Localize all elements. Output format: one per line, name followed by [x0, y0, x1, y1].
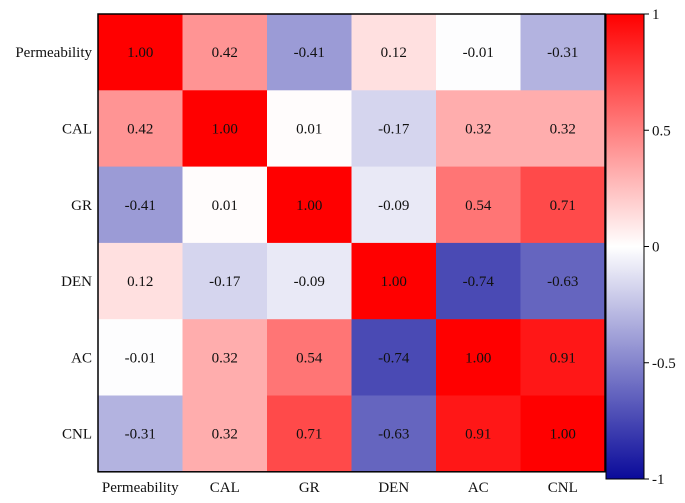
cell-value-label: 0.12 [127, 274, 153, 290]
row-tick-label: DEN [61, 274, 92, 290]
heatmap-cell [182, 242, 268, 320]
cell-value-label: 0.91 [465, 427, 491, 443]
heatmap-cell [267, 395, 352, 473]
row-tick-label: CNL [62, 427, 92, 443]
cell-value-label: 0.91 [550, 350, 576, 366]
heatmap-cell [520, 242, 606, 320]
heatmap-cells [98, 14, 606, 473]
cell-value-label: 0.32 [212, 350, 238, 366]
cell-value-label: -0.74 [378, 350, 410, 366]
cell-value-label: 0.71 [296, 427, 322, 443]
cell-value-label: 0.42 [212, 45, 238, 61]
cell-value-label: -0.01 [125, 350, 156, 366]
heatmap-cell [267, 14, 352, 91]
colorbar-ticks: 1 0.5 0 -0.5 -1 [644, 7, 676, 488]
heatmap-cell [182, 14, 268, 91]
heatmap-cell [520, 166, 606, 244]
heatmap-cell [267, 90, 352, 167]
cell-value-label: -0.31 [125, 427, 156, 443]
heatmap-value-labels: 1.00 0.42 -0.41 0.12 -0.01 -0.31 0.42 1.00 0.01 -… [125, 45, 579, 443]
cell-value-label: -0.01 [463, 45, 494, 61]
cell-value-label: 0.32 [212, 427, 238, 443]
cell-value-label: 0.12 [381, 45, 407, 61]
heatmap-cell [351, 319, 437, 396]
cell-value-label: -0.17 [378, 121, 410, 137]
cell-value-label: -0.41 [125, 198, 156, 214]
heatmap-cell [436, 90, 521, 167]
colorbar-tick-label: 1 [652, 7, 660, 23]
colorbar-tick-label: -0.5 [652, 356, 676, 372]
heatmap-cell [98, 395, 183, 473]
row-tick-labels: Permeability CAL GR DEN AC CNL [15, 45, 92, 443]
column-tick-label: GR [299, 480, 320, 496]
heatmap-cell [351, 166, 437, 244]
cell-value-label: 0.01 [212, 198, 238, 214]
column-tick-label: CNL [548, 480, 578, 496]
heatmap-cell [98, 242, 183, 320]
row-tick-label: CAL [62, 121, 92, 137]
cell-value-label: 1.00 [127, 45, 153, 61]
heatmap-cell [182, 90, 268, 167]
cell-value-label: 1.00 [381, 274, 407, 290]
heatmap-cell [436, 395, 521, 473]
heatmap-cell [182, 166, 268, 244]
column-tick-label: CAL [210, 480, 240, 496]
cell-value-label: 1.00 [550, 427, 576, 443]
cell-value-label: -0.17 [209, 274, 241, 290]
heatmap-cell [351, 90, 437, 167]
heatmap-cell [267, 166, 352, 244]
cell-value-label: 0.71 [550, 198, 576, 214]
heatmap-cell [98, 166, 183, 244]
heatmap-cell [520, 90, 606, 167]
cell-value-label: -0.63 [378, 427, 409, 443]
colorbar [605, 13, 645, 480]
cell-value-label: 1.00 [212, 121, 238, 137]
cell-value-label: 0.42 [127, 121, 153, 137]
heatmap-cell [182, 395, 268, 473]
cell-value-label: -0.09 [378, 198, 409, 214]
cell-value-label: 0.32 [465, 121, 491, 137]
heatmap-cell [520, 395, 606, 473]
column-tick-label: AC [468, 480, 489, 496]
colorbar-tick-label: 0.5 [652, 123, 671, 139]
heatmap-cell [436, 319, 521, 396]
cell-value-label: -0.41 [294, 45, 325, 61]
heatmap-cell [267, 319, 352, 396]
cell-value-label: 1.00 [296, 198, 322, 214]
cell-value-label: -0.31 [547, 45, 578, 61]
heatmap-cell [351, 242, 437, 320]
heatmap-cell [520, 14, 606, 91]
colorbar-tick-label: -1 [652, 472, 665, 488]
heatmap-cell [98, 14, 183, 91]
cell-value-label: -0.63 [547, 274, 578, 290]
heatmap-cell [182, 319, 268, 396]
cell-value-label: 0.54 [465, 198, 492, 214]
heatmap-cell [436, 242, 521, 320]
cell-value-label: 0.01 [296, 121, 322, 137]
plot-border [97, 13, 606, 473]
row-tick-label: Permeability [15, 45, 92, 61]
heatmap-cell [436, 14, 521, 91]
heatmap-cell [436, 166, 521, 244]
column-tick-label: Permeability [102, 480, 179, 496]
cell-value-label: -0.74 [463, 274, 495, 290]
cell-value-label: 0.54 [296, 350, 323, 366]
heatmap-cell [98, 90, 183, 167]
colorbar-tick-label: 0 [652, 240, 660, 256]
heatmap-cell [267, 242, 352, 320]
row-tick-label: GR [71, 198, 92, 214]
cell-value-label: 0.32 [550, 121, 576, 137]
heatmap-cell [98, 319, 183, 396]
column-tick-label: DEN [378, 480, 409, 496]
column-tick-labels: Permeability CAL GR DEN AC CNL [102, 480, 578, 496]
heatmap-cell [520, 319, 606, 396]
row-tick-label: AC [71, 350, 92, 366]
cell-value-label: -0.09 [294, 274, 325, 290]
heatmap-cell [351, 14, 437, 91]
heatmap-cell [351, 395, 437, 473]
cell-value-label: 1.00 [465, 350, 491, 366]
